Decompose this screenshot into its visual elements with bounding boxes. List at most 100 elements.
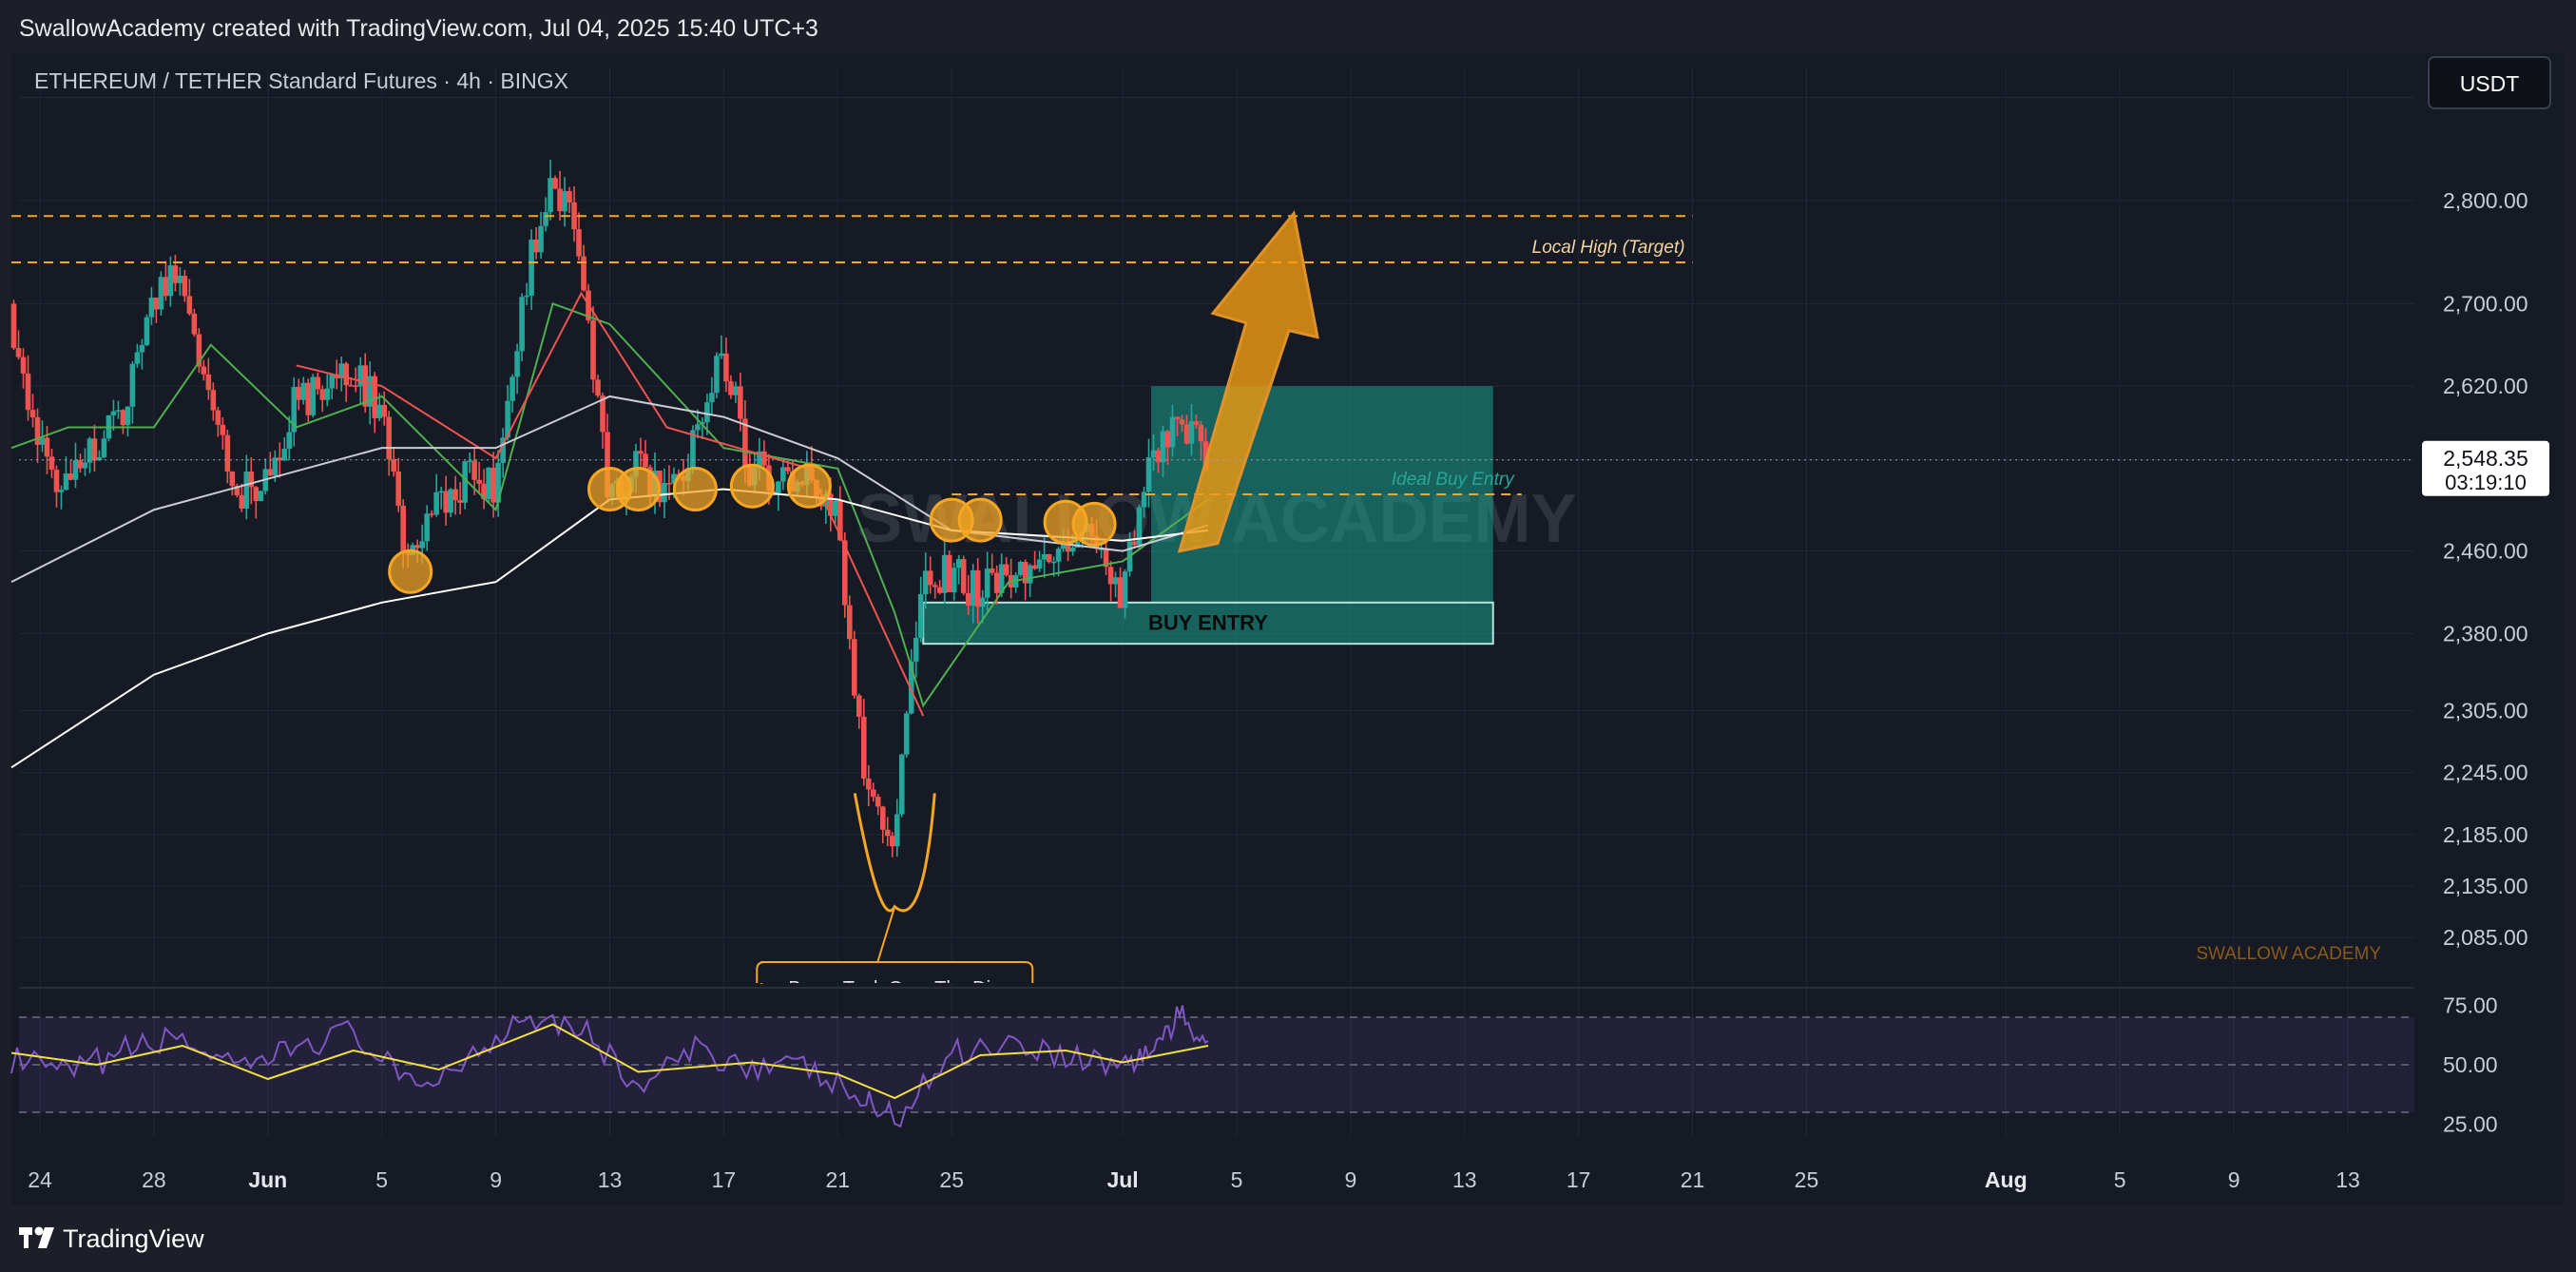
currency-button[interactable]: USDT: [2428, 56, 2551, 109]
rsi-tick-label: 75.00: [2443, 993, 2498, 1018]
time-tick-label: 25: [939, 1167, 964, 1192]
candle-body: [709, 393, 715, 403]
candle-body: [229, 471, 236, 487]
attribution-text: SwallowAcademy created with TradingView.…: [19, 15, 818, 42]
candle-body: [310, 376, 317, 415]
moving-average-line: [10, 395, 1209, 584]
candle-body: [633, 451, 639, 477]
time-tick-label: 13: [2336, 1167, 2360, 1192]
candle-body: [846, 605, 853, 640]
candle-body: [1145, 457, 1152, 492]
currency-button-label: USDT: [2460, 71, 2520, 96]
attribution-bar: SwallowAcademy created with TradingView.…: [0, 0, 2576, 53]
candle-body: [1188, 420, 1195, 444]
tradingview-logo-icon: [19, 1226, 54, 1248]
candle-body: [486, 467, 491, 500]
candle-body: [600, 395, 606, 433]
candle-body: [315, 376, 321, 390]
candle-body: [884, 829, 891, 837]
candle-body: [414, 545, 420, 549]
candle-body: [239, 494, 245, 510]
time-tick-label: 25: [1795, 1167, 1819, 1192]
price-tick-label: 2,085.00: [2443, 925, 2528, 950]
candle-body: [357, 365, 364, 387]
candle-body: [77, 460, 84, 469]
price-tick-label: 2,245.00: [2443, 761, 2528, 785]
candle-body: [1046, 553, 1052, 563]
candle-body: [201, 366, 207, 375]
candle-body: [1174, 416, 1181, 420]
candle-body: [974, 569, 981, 607]
candle-body: [785, 467, 791, 472]
candle-body: [500, 437, 506, 464]
candle-body: [248, 472, 255, 488]
candle-body: [210, 390, 217, 411]
support-touch-marker: [786, 463, 832, 509]
candle-body: [452, 489, 458, 501]
candle-body: [970, 569, 976, 607]
candle-body: [946, 554, 952, 592]
candle-body: [253, 487, 260, 502]
candle-body: [1155, 450, 1162, 463]
support-touches: [388, 463, 1117, 594]
candle-body: [1050, 561, 1057, 564]
candle-body: [319, 389, 326, 400]
candle-body: [205, 374, 212, 391]
candle-body: [1055, 549, 1062, 562]
support-touch-marker: [672, 467, 718, 512]
time-tick-label: 28: [142, 1167, 166, 1192]
candle-body: [700, 422, 705, 425]
brand-watermark-label: SWALLOW ACADEMY: [2196, 944, 2381, 964]
candle-body: [167, 265, 174, 297]
candle-body: [172, 265, 179, 283]
candle-body: [82, 462, 88, 469]
rsi-tick-label: 50.00: [2443, 1052, 2498, 1077]
candle-body: [1117, 577, 1124, 608]
candle-body: [186, 296, 193, 314]
rsi-tick-label: 25.00: [2443, 1112, 2498, 1137]
candle-body: [1017, 562, 1024, 575]
candle-body: [443, 491, 449, 513]
candle-body: [381, 404, 388, 417]
candle-body: [993, 572, 1000, 593]
candle-body: [704, 402, 710, 423]
candle-body: [433, 491, 439, 515]
candle-body: [258, 491, 264, 502]
countdown-label: 03:19:10: [2445, 471, 2527, 494]
tradingview-brand: TradingView: [19, 1224, 204, 1253]
candle-body: [1069, 548, 1076, 552]
candle-body: [889, 836, 895, 847]
candle-body: [438, 491, 444, 493]
candle-body: [115, 410, 122, 412]
candle-body: [951, 568, 957, 592]
candle-body: [34, 416, 41, 445]
candle-body: [1150, 450, 1157, 458]
candle-body: [1107, 567, 1114, 585]
current-price-tag: [2422, 440, 2549, 496]
candle-body: [519, 297, 525, 352]
candle-body: [543, 212, 548, 226]
time-tick-label: 5: [375, 1167, 388, 1192]
candle-body: [1136, 507, 1143, 546]
candle-body: [101, 438, 107, 457]
candle-body: [300, 382, 307, 400]
candle-body: [913, 637, 919, 662]
candle-body: [362, 365, 369, 407]
callout-box: [756, 961, 1034, 983]
candle-body: [286, 432, 293, 449]
candle-body: [419, 541, 425, 549]
candle-body: [505, 400, 510, 438]
candle-body: [348, 385, 355, 387]
price-tick-label: 2,380.00: [2443, 621, 2528, 646]
candle-body: [894, 814, 900, 847]
candle-body: [728, 381, 734, 395]
candle-body: [723, 353, 729, 382]
moving-average-line: [10, 302, 1209, 708]
time-tick-label: 21: [1681, 1167, 1705, 1192]
candle-body: [272, 457, 279, 476]
candle-body: [110, 411, 117, 415]
candle-body: [984, 569, 990, 598]
candle-body: [329, 374, 336, 389]
time-tick-label: Aug: [1985, 1167, 2028, 1192]
